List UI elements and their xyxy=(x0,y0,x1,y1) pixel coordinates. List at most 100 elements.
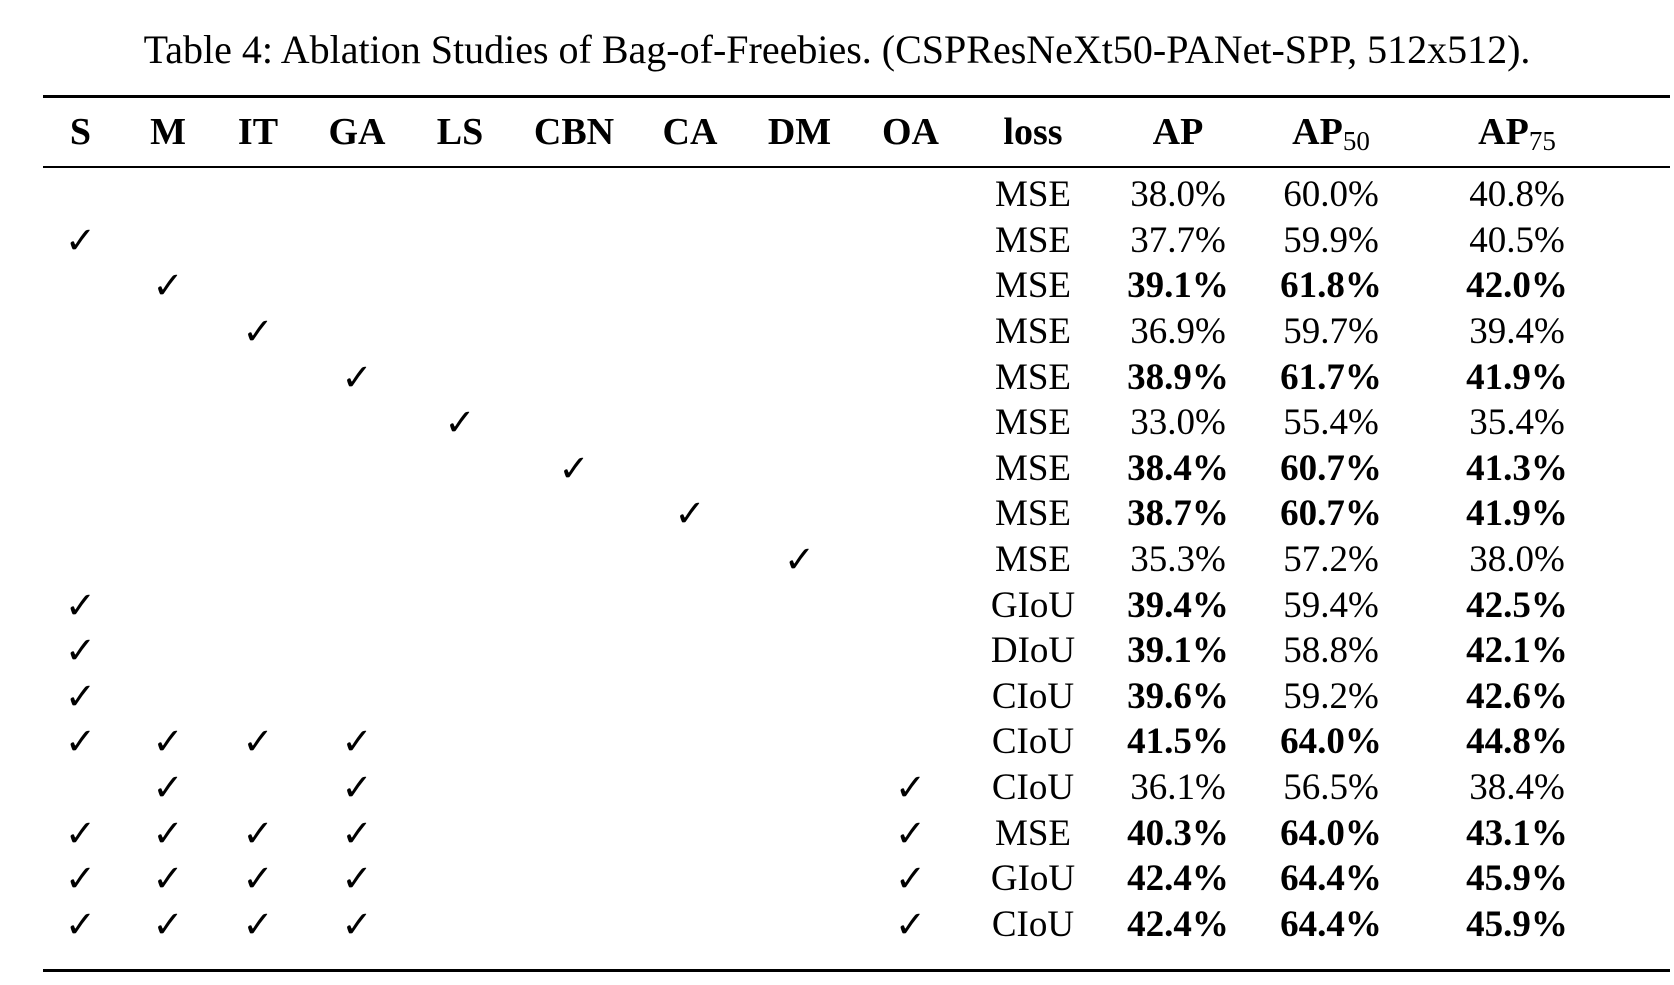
empty-cell xyxy=(218,354,298,400)
table-row: ✓ ✓ ✓ ✓ ✓ CIoU 42.4% 64.4% 45.9% xyxy=(43,902,1670,948)
table-row: ✓ MSE 35.3% 57.2% 38.0% xyxy=(43,537,1670,583)
checkmark-icon: ✓ xyxy=(341,902,373,946)
ap50-base: AP xyxy=(1292,111,1343,153)
ap-cell: 39.1% xyxy=(1127,630,1229,672)
empty-cell xyxy=(218,628,298,674)
empty-cell xyxy=(118,172,218,218)
checkmark-icon: ✓ xyxy=(894,857,926,901)
ap75-cell: 41.3% xyxy=(1466,447,1568,489)
checkmark-icon: ✓ xyxy=(64,857,96,901)
empty-cell xyxy=(218,582,298,628)
checkmark-icon: ✓ xyxy=(783,538,815,582)
empty-cell xyxy=(736,218,863,264)
ap50-cell: 59.9% xyxy=(1283,219,1379,261)
empty-cell xyxy=(863,446,958,492)
checkmark-icon: ✓ xyxy=(152,811,184,855)
empty-cell xyxy=(644,810,736,856)
empty-cell xyxy=(416,491,504,537)
checkmark-icon: ✓ xyxy=(242,811,274,855)
table-row: ✓ ✓ ✓ ✓ ✓ MSE 40.3% 64.0% 43.1% xyxy=(43,810,1670,856)
empty-cell xyxy=(504,765,644,811)
checkmark-icon: ✓ xyxy=(444,401,476,445)
loss-cell: GIoU xyxy=(990,858,1076,900)
table-row: ✓ MSE 33.0% 55.4% 35.4% xyxy=(43,400,1670,446)
loss-cell: MSE xyxy=(994,356,1072,398)
empty-cell xyxy=(416,446,504,492)
ap-cell: 39.1% xyxy=(1127,265,1229,307)
empty-cell xyxy=(736,446,863,492)
checkmark-icon: ✓ xyxy=(64,218,96,262)
empty-cell xyxy=(736,674,863,720)
empty-cell xyxy=(218,172,298,218)
col-header-dm: DM xyxy=(767,111,832,153)
ap50-cell: 59.7% xyxy=(1283,311,1379,353)
empty-cell xyxy=(736,810,863,856)
empty-cell xyxy=(43,537,118,583)
empty-cell xyxy=(644,446,736,492)
ap-cell: 36.9% xyxy=(1130,311,1226,353)
empty-cell xyxy=(644,309,736,355)
loss-cell: MSE xyxy=(994,311,1072,353)
col-header-ap: AP xyxy=(1152,111,1204,153)
empty-cell xyxy=(118,446,218,492)
empty-cell xyxy=(863,491,958,537)
checkmark-icon: ✓ xyxy=(152,264,184,308)
ap50-cell: 64.0% xyxy=(1280,721,1382,763)
empty-cell xyxy=(118,628,218,674)
empty-cell xyxy=(118,537,218,583)
empty-cell xyxy=(504,810,644,856)
table-row: ✓ DIoU 39.1% 58.8% 42.1% xyxy=(43,628,1670,674)
empty-cell xyxy=(218,765,298,811)
empty-cell xyxy=(644,674,736,720)
empty-cell xyxy=(416,628,504,674)
empty-cell xyxy=(416,674,504,720)
empty-cell xyxy=(736,263,863,309)
ap50-cell: 61.8% xyxy=(1280,265,1382,307)
top-rule xyxy=(43,95,1670,98)
empty-cell xyxy=(298,400,416,446)
table-row: ✓ GIoU 39.4% 59.4% 42.5% xyxy=(43,582,1670,628)
empty-cell xyxy=(298,218,416,264)
empty-cell xyxy=(416,765,504,811)
empty-cell xyxy=(644,537,736,583)
table-body: MSE 38.0% 60.0% 40.8% ✓ MSE 37.7% 59.9% 40.5% ✓ MS… xyxy=(43,166,1670,947)
ap-cell: 40.3% xyxy=(1127,812,1229,854)
empty-cell xyxy=(218,263,298,309)
ap-cell: 38.7% xyxy=(1127,493,1229,535)
empty-cell xyxy=(504,354,644,400)
empty-cell xyxy=(863,628,958,674)
ap-cell: 39.4% xyxy=(1127,584,1229,626)
empty-cell xyxy=(118,582,218,628)
loss-cell: MSE xyxy=(994,219,1072,261)
loss-cell: MSE xyxy=(994,812,1072,854)
empty-cell xyxy=(644,354,736,400)
empty-cell xyxy=(736,172,863,218)
checkmark-icon: ✓ xyxy=(152,766,184,810)
col-header-m: M xyxy=(150,111,186,153)
ap-cell: 42.4% xyxy=(1127,903,1229,945)
empty-cell xyxy=(504,400,644,446)
ap50-cell: 58.8% xyxy=(1283,630,1379,672)
ap75-cell: 45.9% xyxy=(1466,903,1568,945)
empty-cell xyxy=(43,765,118,811)
ap-cell: 38.4% xyxy=(1127,447,1229,489)
ap75-subscript: 75 xyxy=(1528,126,1556,156)
empty-cell xyxy=(504,218,644,264)
empty-cell xyxy=(736,628,863,674)
col-header-ap50: AP50 xyxy=(1248,98,1414,166)
empty-cell xyxy=(218,400,298,446)
ap75-cell: 44.8% xyxy=(1466,721,1568,763)
empty-cell xyxy=(416,537,504,583)
empty-cell xyxy=(644,719,736,765)
empty-cell xyxy=(298,263,416,309)
ap-cell: 33.0% xyxy=(1130,402,1226,444)
ap75-cell: 41.9% xyxy=(1466,493,1568,535)
empty-cell xyxy=(644,582,736,628)
checkmark-icon: ✓ xyxy=(242,902,274,946)
checkmark-icon: ✓ xyxy=(341,720,373,764)
empty-cell xyxy=(736,491,863,537)
empty-cell xyxy=(644,628,736,674)
checkmark-icon: ✓ xyxy=(242,857,274,901)
ap-cell: 39.6% xyxy=(1127,675,1229,717)
checkmark-icon: ✓ xyxy=(64,583,96,627)
